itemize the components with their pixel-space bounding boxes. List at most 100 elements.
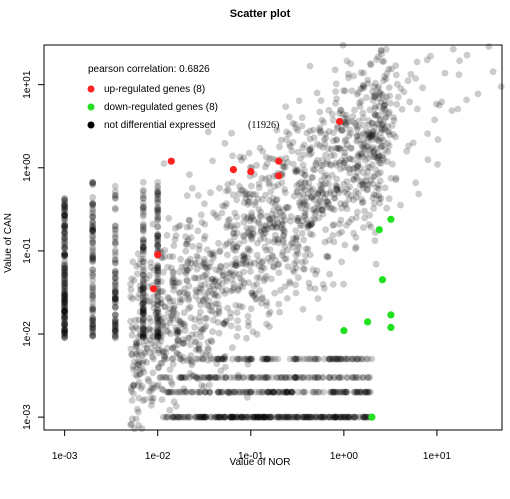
- nde-point: [172, 324, 180, 332]
- nde-point: [166, 319, 174, 327]
- nde-point: [179, 357, 187, 365]
- nde-point: [247, 413, 255, 421]
- nde-point: [111, 330, 119, 337]
- nde-point: [214, 319, 222, 326]
- nde-point: [231, 413, 239, 421]
- nde-point: [139, 397, 147, 404]
- nde-point: [139, 298, 147, 306]
- nde-point: [248, 236, 255, 243]
- nde-point: [368, 119, 376, 127]
- down-regulated-point: [340, 327, 348, 335]
- nde-point: [329, 388, 337, 396]
- nde-point: [155, 341, 163, 349]
- nde-point: [381, 126, 388, 134]
- nde-point: [215, 413, 223, 421]
- nde-point: [199, 413, 206, 421]
- nde-point: [180, 374, 188, 381]
- nde-point: [382, 114, 390, 121]
- nde-point: [131, 358, 138, 365]
- nde-point: [150, 394, 157, 402]
- nde-point: [89, 227, 97, 235]
- nde-point: [173, 330, 181, 338]
- nde-point: [214, 413, 222, 421]
- nde-point: [231, 233, 238, 241]
- nde-point: [352, 374, 360, 381]
- nde-point: [61, 219, 68, 227]
- nde-point: [282, 255, 290, 263]
- nde-point: [377, 143, 385, 151]
- nde-point: [317, 413, 324, 421]
- nde-point: [136, 366, 144, 374]
- legend: pearson correlation: 0.6826 up-regulated…: [87, 64, 279, 131]
- nde-point: [207, 355, 215, 363]
- nde-point: [195, 242, 203, 250]
- nde-point: [61, 205, 68, 213]
- nde-point: [235, 374, 243, 381]
- nde-point: [267, 413, 275, 421]
- nde-point: [274, 413, 282, 421]
- nde-point: [141, 396, 149, 403]
- nde-point: [89, 320, 97, 327]
- nde-point: [287, 213, 295, 220]
- nde-point: [196, 288, 203, 296]
- nde-point: [266, 246, 274, 254]
- nde-point: [139, 237, 147, 245]
- nde-point: [359, 114, 367, 122]
- nde-point: [249, 214, 257, 222]
- nde-point: [258, 355, 266, 363]
- nde-point: [257, 267, 265, 274]
- nde-point: [449, 45, 457, 53]
- nde-point: [369, 129, 377, 136]
- nde-point: [229, 388, 236, 396]
- nde-point: [376, 136, 383, 144]
- nde-point: [144, 344, 152, 352]
- nde-point: [330, 413, 338, 421]
- nde-point: [222, 374, 230, 381]
- nde-point: [214, 292, 222, 300]
- nde-point: [286, 413, 293, 421]
- nde-point: [201, 264, 209, 271]
- nde-point: [272, 200, 279, 208]
- nde-point: [145, 388, 153, 395]
- nde-point: [181, 374, 189, 381]
- nde-point: [374, 170, 382, 178]
- nde-point: [184, 266, 191, 274]
- nde-point: [284, 158, 292, 166]
- nde-point: [185, 334, 193, 342]
- nde-point: [139, 334, 147, 341]
- nde-point: [194, 192, 202, 199]
- nde-point: [111, 327, 119, 335]
- nde-point: [216, 184, 223, 192]
- nde-point: [247, 388, 255, 396]
- nde-point: [218, 413, 226, 421]
- nde-point: [176, 268, 184, 276]
- nde-point: [266, 388, 273, 396]
- nde-point: [274, 388, 282, 396]
- nde-point: [89, 178, 97, 186]
- nde-point: [352, 355, 360, 363]
- nde-point: [332, 413, 339, 421]
- nde-point: [233, 309, 241, 316]
- nde-point: [233, 261, 241, 269]
- nde-point: [347, 192, 355, 200]
- nde-point: [241, 413, 249, 421]
- nde-point: [176, 413, 184, 421]
- nde-point: [360, 140, 367, 148]
- nde-point: [294, 250, 302, 257]
- nde-point: [306, 222, 313, 229]
- nde-point: [251, 413, 258, 421]
- nde-point: [288, 388, 296, 396]
- nde-point: [326, 355, 334, 363]
- nde-point: [378, 134, 385, 142]
- nde-point: [314, 191, 322, 199]
- nde-point: [240, 199, 248, 207]
- nde-point: [61, 306, 68, 314]
- nde-point: [231, 261, 239, 268]
- nde-point: [61, 222, 68, 230]
- nde-point: [89, 293, 97, 301]
- nde-point: [244, 230, 252, 238]
- nde-point: [172, 232, 180, 240]
- nde-point: [284, 263, 292, 270]
- nde-point: [212, 374, 220, 381]
- nde-point: [283, 388, 291, 396]
